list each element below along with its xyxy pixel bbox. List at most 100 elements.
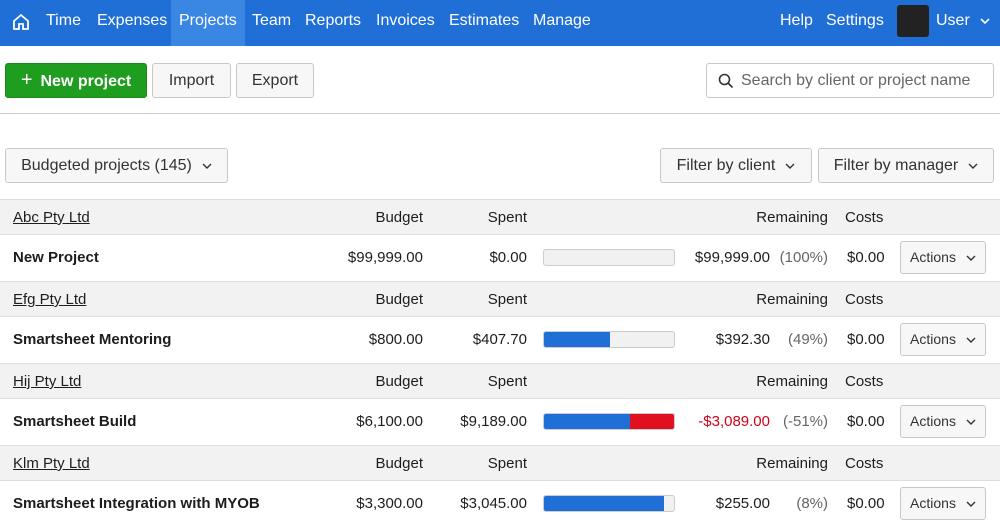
project-name[interactable]: New Project <box>13 249 99 266</box>
budget-header: Budget <box>375 373 423 390</box>
spent-bar <box>544 496 664 511</box>
import-button[interactable]: Import <box>152 63 231 98</box>
remaining-header: Remaining <box>756 291 828 308</box>
costs-header: Costs <box>845 455 884 472</box>
client-header-row: Klm Pty Ltd Budget Spent Remaining Costs <box>0 445 1000 481</box>
project-row: New Project $99,999.00 $0.00 $99,999.00 (100… <box>0 235 1000 281</box>
remaining-header: Remaining <box>756 373 828 390</box>
remaining: $392.30 <box>715 331 770 348</box>
nav-item[interactable]: Manage <box>533 12 591 29</box>
remaining-percent: (-51%) <box>782 413 828 430</box>
top-nav: Help Settings User Time Expenses Projects T… <box>0 0 1000 46</box>
spent: $9,189.00 <box>460 413 527 430</box>
nav-item[interactable]: Estimates <box>449 12 520 29</box>
project-name[interactable]: Smartsheet Mentoring <box>13 331 172 348</box>
user-name: User <box>936 12 970 29</box>
progress-bar <box>543 495 675 512</box>
project-row: Smartsheet Build $6,100.00 $9,189.00 -$3,08… <box>0 399 1000 445</box>
settings-link[interactable]: Settings <box>826 12 884 29</box>
plus-icon: + <box>20 69 33 91</box>
spent: $3,045.00 <box>460 495 527 512</box>
search-placeholder: Search by client or project name <box>741 72 971 89</box>
remaining-percent: (8%) <box>796 495 828 512</box>
nav-item[interactable]: Invoices <box>376 12 435 29</box>
spent-header: Spent <box>487 373 527 390</box>
project-row: Smartsheet Mentoring $800.00 $407.70 $392.3… <box>0 317 1000 363</box>
button-label: New project <box>40 73 132 90</box>
nav-item[interactable]: Projects <box>171 0 245 46</box>
chevron <box>966 337 976 344</box>
divider <box>0 113 1000 114</box>
help-link[interactable]: Help <box>780 12 813 29</box>
costs-header: Costs <box>845 209 884 226</box>
actions-button[interactable]: Actions <box>900 323 986 356</box>
costs: $0.00 <box>847 249 885 266</box>
nav-item[interactable]: Time <box>46 12 81 29</box>
search-input[interactable]: Search by client or project name <box>706 63 994 98</box>
costs: $0.00 <box>847 413 885 430</box>
remaining-header: Remaining <box>756 209 828 226</box>
filter-label: Filter by manager <box>833 157 959 174</box>
client-link[interactable]: Abc Pty Ltd <box>13 209 90 226</box>
project-name[interactable]: Smartsheet Build <box>13 413 137 430</box>
actions-button[interactable]: Actions <box>900 405 986 438</box>
home-icon[interactable] <box>12 13 30 31</box>
project-name[interactable]: Smartsheet Integration with MYOB <box>13 495 260 512</box>
actions-button[interactable]: Actions <box>900 241 986 274</box>
avatar[interactable] <box>897 5 929 37</box>
project-row: Smartsheet Integration with MYOB $3,300.0… <box>0 481 1000 527</box>
costs-header: Costs <box>845 291 884 308</box>
progress-bar <box>543 413 675 430</box>
budget: $6,100.00 <box>356 413 423 430</box>
budget-header: Budget <box>375 291 423 308</box>
manager-filter[interactable]: Filter by manager <box>818 148 994 183</box>
budget: $3,300.00 <box>356 495 423 512</box>
client-link[interactable]: Hij Pty Ltd <box>13 373 82 390</box>
chevron <box>785 163 795 169</box>
client-header-row: Efg Pty Ltd Budget Spent Remaining Costs <box>0 281 1000 317</box>
progress-bar <box>543 331 675 348</box>
client-link[interactable]: Efg Pty Ltd <box>13 291 87 308</box>
budget-header: Budget <box>375 209 423 226</box>
button-label: Actions <box>910 495 956 511</box>
spent-header: Spent <box>487 455 527 472</box>
nav-item[interactable]: Expenses <box>97 12 168 29</box>
chevron <box>966 501 976 508</box>
costs: $0.00 <box>847 331 885 348</box>
budget-header: Budget <box>375 455 423 472</box>
spent-bar <box>544 332 611 347</box>
remaining-percent: (100%) <box>779 249 828 266</box>
client-header-row: Hij Pty Ltd Budget Spent Remaining Costs <box>0 363 1000 399</box>
client-link[interactable]: Klm Pty Ltd <box>13 455 90 472</box>
search-icon <box>718 73 734 89</box>
nav-item[interactable]: Reports <box>305 12 362 29</box>
costs-header: Costs <box>845 373 884 390</box>
spent-header: Spent <box>487 209 527 226</box>
chevron <box>968 163 978 169</box>
remaining: $255.00 <box>715 495 770 512</box>
client-filter[interactable]: Filter by client <box>660 148 812 183</box>
chevron <box>202 163 212 169</box>
remaining-percent: (49%) <box>787 331 828 348</box>
spent-bar <box>544 414 631 429</box>
export-button[interactable]: Export <box>236 63 314 98</box>
budget: $800.00 <box>368 331 423 348</box>
spent-header: Spent <box>487 291 527 308</box>
remaining: -$3,089.00 <box>698 413 770 430</box>
actions-button[interactable]: Actions <box>900 487 986 520</box>
user-menu[interactable]: User <box>928 0 998 46</box>
new-project-button[interactable]: + New project <box>5 63 147 98</box>
budgeted-filter[interactable]: Budgeted projects (145) <box>5 148 228 183</box>
chevron <box>966 255 976 262</box>
spent: $407.70 <box>472 331 527 348</box>
chevron <box>966 419 976 426</box>
button-label: Actions <box>910 331 956 347</box>
costs: $0.00 <box>847 495 885 512</box>
chevron <box>980 18 990 24</box>
button-label: Actions <box>910 249 956 265</box>
nav-item[interactable]: Team <box>252 12 292 29</box>
budget: $99,999.00 <box>347 249 423 266</box>
client-header-row: Abc Pty Ltd Budget Spent Remaining Costs <box>0 199 1000 235</box>
